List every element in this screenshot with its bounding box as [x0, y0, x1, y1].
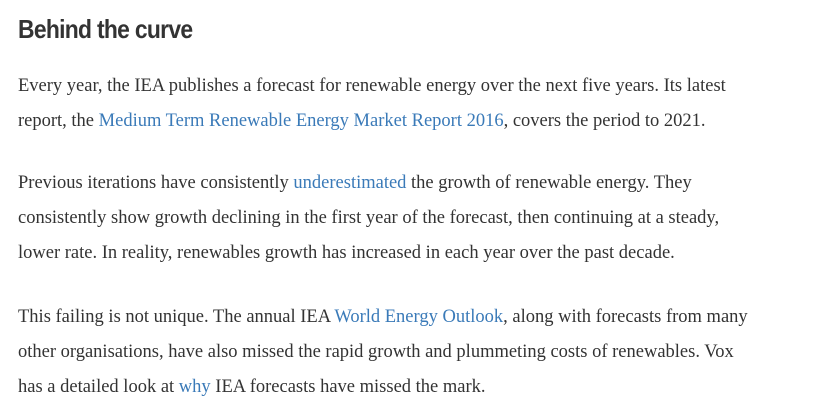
link-world-energy-outlook[interactable]: World Energy Outlook [334, 307, 504, 327]
paragraph-2: Previous iterations have consistently un… [18, 166, 719, 271]
text-span: IEA forecasts have missed the mark. [210, 377, 486, 397]
text-span: , along with forecasts from many [503, 307, 748, 327]
text-span: lower rate. In reality, renewables growt… [18, 243, 675, 263]
text-span: report, the [18, 111, 99, 131]
paragraph-1: Every year, the IEA publishes a forecast… [18, 69, 726, 139]
paragraph-line: lower rate. In reality, renewables growt… [18, 236, 719, 271]
text-span: consistently show growth declining in th… [18, 208, 720, 228]
paragraph-line: report, the Medium Term Renewable Energy… [18, 104, 726, 139]
text-span: Every year, the IEA publishes a forecast… [18, 76, 726, 96]
text-span: This failing is not unique. The annual I… [18, 307, 335, 327]
paragraph-line: other organisations, have also missed th… [18, 335, 748, 370]
paragraph-3: This failing is not unique. The annual I… [18, 300, 748, 405]
link-underestimated[interactable]: underestimated [293, 173, 407, 193]
link-medium-term-renewable-report[interactable]: Medium Term Renewable Energy Market Repo… [98, 111, 504, 131]
paragraph-line: has a detailed look at why IEA forecasts… [18, 370, 748, 405]
text-span: the growth of renewable energy. They [406, 173, 692, 193]
text-span: Previous iterations have consistently [18, 173, 294, 193]
text-span: , covers the period to 2021. [503, 111, 706, 131]
paragraph-line: This failing is not unique. The annual I… [18, 300, 748, 335]
text-span: other organisations, have also missed th… [18, 342, 734, 362]
link-why[interactable]: why [178, 377, 211, 397]
section-heading: Behind the curve [18, 14, 193, 44]
paragraph-line: Every year, the IEA publishes a forecast… [18, 69, 726, 104]
paragraph-line: Previous iterations have consistently un… [18, 166, 719, 201]
article-section: Behind the curve Every year, the IEA pub… [18, 0, 818, 397]
text-span: has a detailed look at [18, 377, 179, 397]
paragraph-line: consistently show growth declining in th… [18, 201, 719, 236]
